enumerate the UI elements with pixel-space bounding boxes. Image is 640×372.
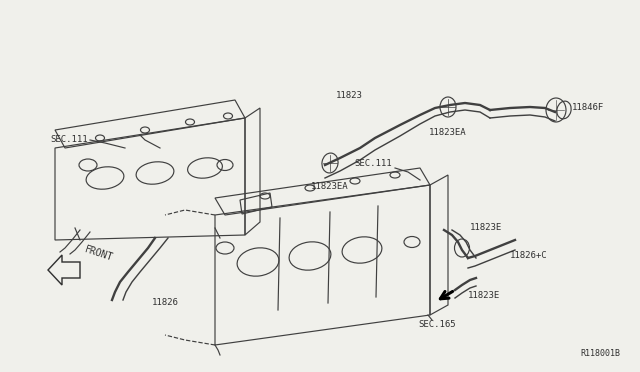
Text: SEC.111: SEC.111	[355, 159, 392, 168]
Text: FRONT: FRONT	[83, 244, 114, 263]
Text: SEC.111: SEC.111	[51, 135, 88, 144]
Text: 11826+C: 11826+C	[510, 251, 548, 260]
Text: 11826: 11826	[152, 298, 179, 307]
Text: 11823E: 11823E	[468, 292, 500, 301]
Text: SEC.165: SEC.165	[418, 320, 456, 329]
Text: R118001B: R118001B	[580, 349, 620, 358]
Text: 11823: 11823	[336, 91, 363, 100]
Text: 11846F: 11846F	[572, 103, 604, 112]
Text: 11823EA: 11823EA	[429, 128, 467, 137]
Text: 11823EA: 11823EA	[311, 182, 349, 191]
Text: 11823E: 11823E	[470, 224, 502, 232]
